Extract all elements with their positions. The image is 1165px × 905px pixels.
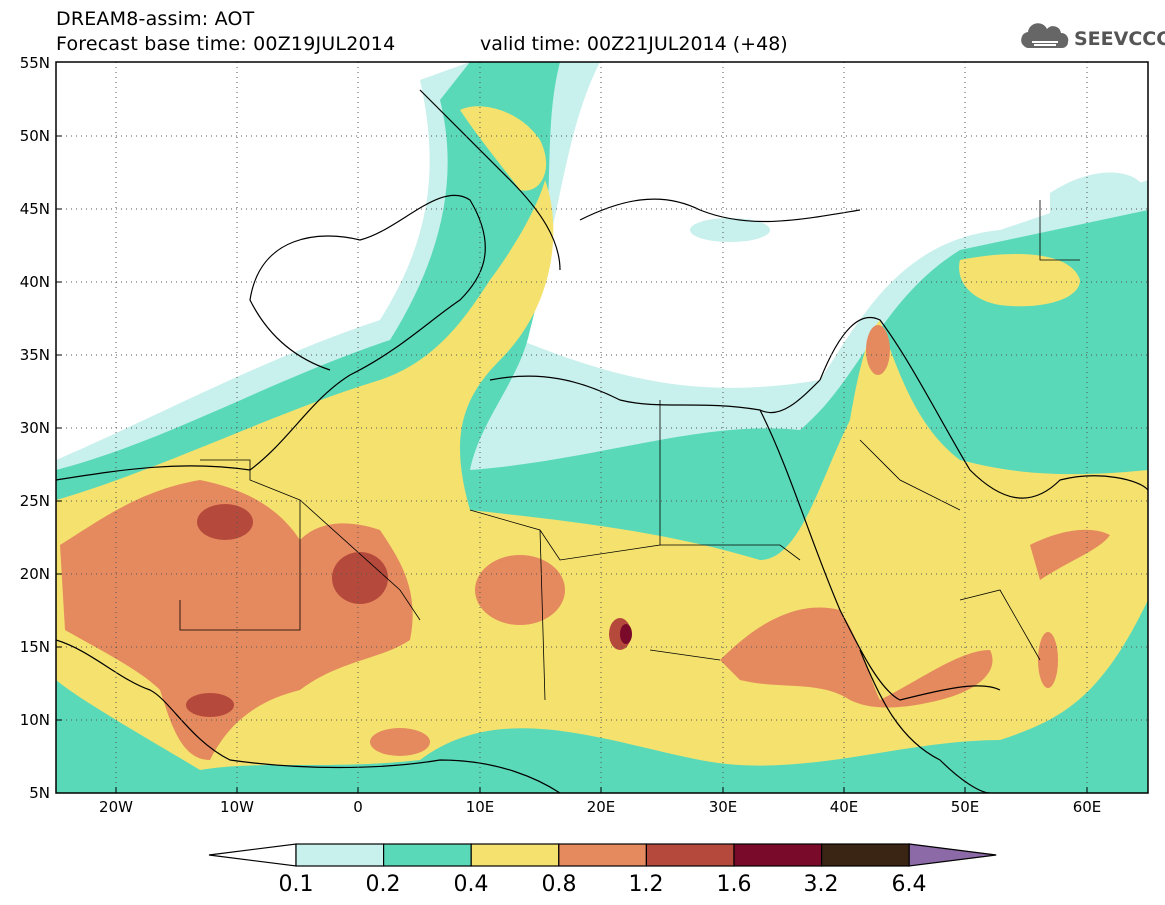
lat-label: 20N [20,565,50,583]
colorbar-tick-label: 1.6 [716,872,752,897]
gridlines [56,62,1148,793]
lon-label: 20W [99,798,133,816]
colorbar-segment [558,843,647,867]
lon-label: 40E [830,798,859,816]
lon-label: 20E [587,798,616,816]
colorbar [208,843,997,867]
colorbar-segment [383,843,472,867]
colorbar-segment [470,843,560,867]
colorbar-tick-label: 0.4 [453,872,489,897]
aot-band-1.6 [620,624,632,644]
colorbar-tick-label: 6.4 [891,872,927,897]
lon-label: 10E [466,798,495,816]
lat-label: 10N [20,711,50,729]
lon-label: 10W [220,798,254,816]
lat-label: 5N [29,784,50,802]
lat-label: 25N [20,492,50,510]
aot-band-1.2 [186,504,631,717]
lon-label: 60E [1073,798,1102,816]
colorbar-segment [645,843,735,867]
lat-label: 15N [20,638,50,656]
colorbar-tick-label: 3.2 [803,872,839,897]
aot-band-0.8 [60,325,1110,760]
colorbar-segment [820,843,910,867]
lat-label: 35N [20,346,50,364]
cloud-icon [1021,23,1069,48]
lat-labels: 55N 50N 45N 40N 35N 30N 25N 20N 15N 10N … [20,54,50,802]
lon-labels: 20W 10W 0 10E 20E 30E 40E 50E 60E [99,798,1101,816]
coastlines [56,89,1148,793]
colorbar-tick-label: 0.1 [278,872,314,897]
forecast-base-time: Forecast base time: 00Z19JUL2014 [56,33,396,55]
lat-label: 55N [20,54,50,72]
lon-label: 0 [353,798,363,816]
colorbar-segment [733,843,823,867]
colorbar-tick-label: 0.2 [365,872,401,897]
country-borders [179,200,1080,701]
valid-time: valid time: 00Z21JUL2014 (+48) [480,33,788,55]
lat-label: 50N [20,127,50,145]
map-title: DREAM8-assim: AOT [56,8,255,30]
colorbar-segment [295,843,385,867]
tick-marks [56,135,1088,793]
colorbar-tick-label: 1.2 [628,872,664,897]
colorbar-tick-label: 0.8 [541,872,577,897]
lon-label: 30E [709,798,738,816]
logo-text: SEEVCCC [1074,28,1165,50]
colorbar-segment [208,843,297,867]
lat-label: 30N [20,419,50,437]
colorbar-segment [908,843,997,867]
lat-label: 45N [20,200,50,218]
lat-label: 40N [20,273,50,291]
lon-label: 50E [951,798,980,816]
